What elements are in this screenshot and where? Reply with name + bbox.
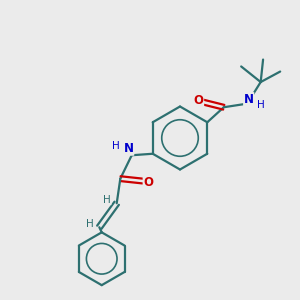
Text: N: N <box>244 93 254 106</box>
Text: N: N <box>124 142 134 155</box>
Text: H: H <box>112 141 120 151</box>
Text: H: H <box>103 195 111 205</box>
Text: O: O <box>143 176 153 189</box>
Text: H: H <box>86 219 94 229</box>
Text: H: H <box>257 100 265 110</box>
Text: O: O <box>194 94 204 107</box>
